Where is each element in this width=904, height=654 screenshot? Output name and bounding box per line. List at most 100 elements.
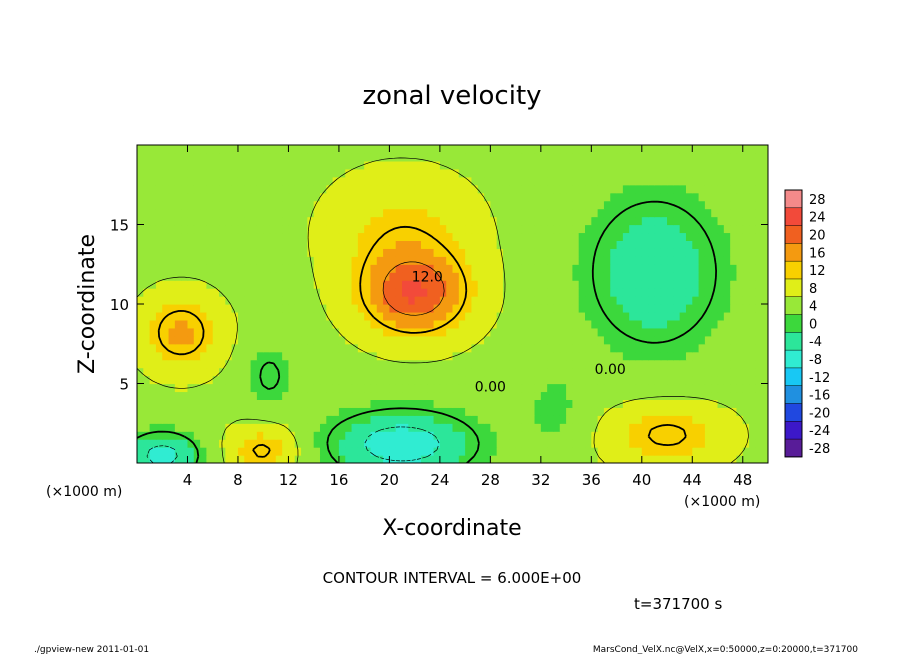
heat-cell: [395, 216, 403, 226]
heat-cell: [370, 288, 378, 297]
heat-cell: [654, 248, 662, 257]
heat-cell: [193, 375, 201, 385]
heat-cell: [225, 256, 233, 265]
heat-cell: [168, 415, 176, 424]
heat-cell: [420, 145, 428, 154]
heat-cell: [521, 447, 529, 456]
heat-cell: [667, 216, 674, 226]
heat-cell: [446, 160, 454, 170]
heat-cell: [742, 319, 750, 329]
heat-cell: [345, 208, 353, 218]
heat-cell: [212, 272, 220, 281]
heat-cell: [301, 184, 308, 194]
heat-cell: [452, 447, 460, 456]
heat-cell: [749, 383, 756, 393]
heat-cell: [736, 200, 744, 210]
heat-cell: [749, 240, 756, 249]
heat-cell: [755, 351, 763, 361]
heat-cell: [307, 319, 315, 329]
heat-cell: [149, 184, 157, 194]
heat-cell: [465, 327, 473, 337]
heat-cell: [408, 192, 416, 202]
heat-cell: [263, 145, 271, 154]
heat-cell: [496, 359, 504, 369]
heat-cell: [420, 240, 428, 249]
heat-cell: [250, 168, 258, 178]
heat-cell: [143, 216, 151, 226]
heat-cell: [711, 343, 719, 353]
heat-cell: [572, 160, 580, 170]
heat-cell: [692, 224, 700, 234]
heat-cell: [585, 200, 592, 210]
heat-cell: [275, 168, 283, 178]
heat-cell: [723, 327, 731, 337]
heat-cell: [282, 311, 290, 321]
heat-cell: [225, 447, 233, 456]
heat-cell: [742, 192, 750, 202]
heat-cell: [566, 359, 573, 369]
heat-cell: [465, 264, 473, 273]
heat-cell: [534, 145, 542, 154]
heat-cell: [351, 272, 359, 281]
heat-cell: [446, 216, 454, 226]
heat-cell: [736, 256, 744, 265]
heat-cell: [660, 280, 668, 289]
heat-cell: [528, 375, 536, 385]
heat-cell: [629, 224, 637, 234]
heat-cell: [660, 399, 668, 408]
heat-cell: [275, 415, 283, 424]
heat-cell: [326, 248, 334, 257]
heat-cell: [446, 439, 454, 448]
heat-cell: [458, 280, 466, 289]
heat-cell: [351, 280, 359, 289]
heat-cell: [572, 431, 580, 440]
heat-cell: [414, 335, 422, 345]
heat-cell: [572, 176, 580, 186]
heat-cell: [540, 375, 548, 385]
heat-cell: [730, 375, 738, 385]
heat-cell: [578, 216, 586, 226]
heat-cell: [319, 160, 327, 170]
heat-cell: [414, 240, 422, 249]
heat-cell: [566, 288, 573, 297]
heat-cell: [256, 335, 264, 345]
heat-cell: [591, 359, 599, 369]
heat-cell: [502, 176, 510, 186]
heat-cell: [521, 184, 529, 194]
heat-cell: [749, 391, 756, 400]
heat-cell: [534, 296, 542, 305]
heat-cell: [237, 160, 245, 170]
heat-cell: [572, 391, 580, 400]
heat-cell: [452, 184, 460, 194]
heat-cell: [433, 232, 441, 241]
heat-cell: [200, 311, 208, 321]
heat-cell: [490, 431, 498, 440]
heat-cell: [566, 145, 573, 154]
heat-cell: [673, 264, 681, 273]
heat-cell: [597, 192, 605, 202]
heat-cell: [490, 391, 498, 400]
heat-cell: [149, 431, 157, 440]
x-tick-label: 44: [683, 471, 702, 489]
heat-cell: [155, 439, 163, 448]
heat-cell: [566, 168, 573, 178]
heat-cell: [395, 327, 403, 337]
heat-cell: [553, 216, 561, 226]
heat-cell: [345, 343, 353, 353]
heat-cell: [496, 192, 504, 202]
heat-cell: [742, 152, 750, 162]
heat-cell: [679, 296, 687, 305]
heat-cell: [250, 351, 258, 361]
heat-cell: [376, 264, 384, 273]
heat-cell: [465, 439, 473, 448]
heat-cell: [578, 280, 586, 289]
heat-cell: [408, 351, 416, 361]
heat-cell: [597, 399, 605, 408]
heat-cell: [427, 152, 435, 162]
heat-cell: [206, 240, 214, 249]
heat-cell: [155, 248, 163, 257]
heat-cell: [667, 272, 674, 281]
heat-cell: [206, 359, 214, 369]
heat-cell: [749, 359, 756, 369]
heat-cell: [338, 208, 346, 218]
